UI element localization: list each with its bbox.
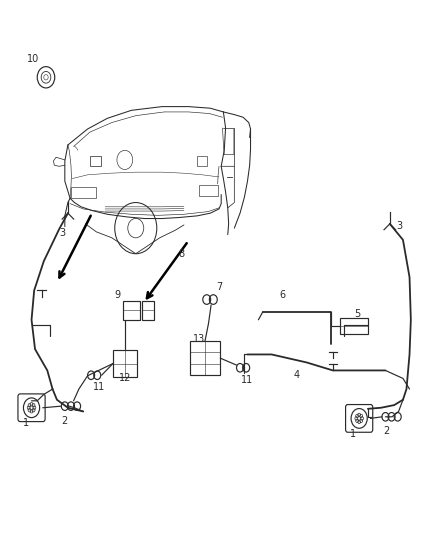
Bar (340, 318, 368, 334)
Bar (90, 156, 101, 166)
Text: 7: 7 (216, 282, 223, 292)
Text: 3: 3 (59, 228, 65, 238)
Text: 3: 3 (396, 221, 403, 231)
Text: 5: 5 (354, 309, 360, 319)
Text: 8: 8 (179, 249, 185, 259)
Text: 10: 10 (27, 54, 39, 64)
Bar (71, 187, 96, 198)
Bar (199, 185, 218, 196)
Text: 1: 1 (350, 429, 357, 439)
Text: 6: 6 (279, 290, 286, 301)
Text: 2: 2 (383, 426, 389, 437)
Text: 2: 2 (61, 416, 67, 426)
Text: 11: 11 (241, 375, 253, 385)
Bar (190, 341, 220, 375)
Bar (142, 301, 154, 320)
Text: 1: 1 (23, 418, 29, 429)
Text: 13: 13 (193, 334, 205, 344)
Bar (197, 156, 207, 166)
Bar (123, 301, 140, 320)
Text: 11: 11 (93, 382, 105, 392)
Bar (113, 350, 137, 377)
Text: 9: 9 (114, 290, 120, 301)
Text: 12: 12 (119, 373, 131, 383)
Text: 4: 4 (293, 370, 300, 381)
